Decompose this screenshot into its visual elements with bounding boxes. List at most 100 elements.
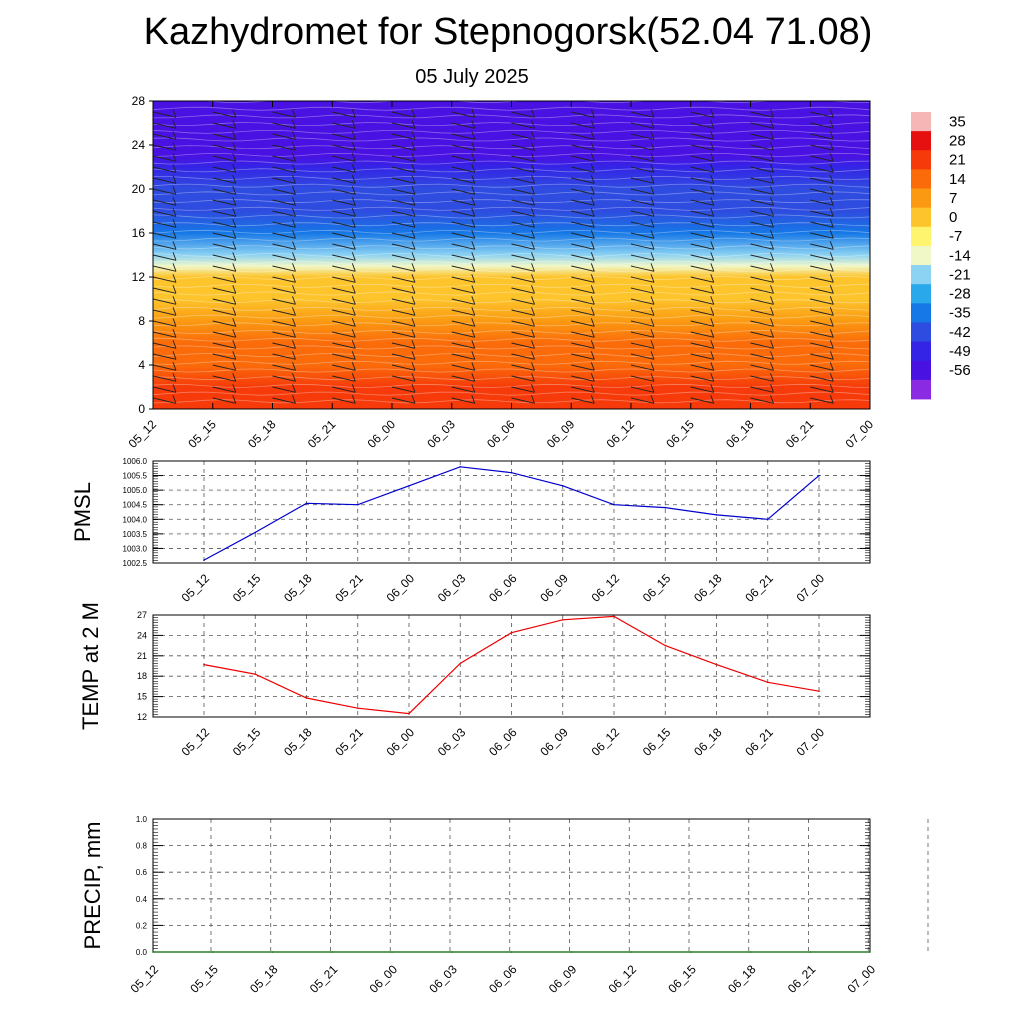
wind-barb — [869, 145, 870, 146]
x-tick-label: 06_18 — [725, 962, 759, 996]
wind-barb-feather — [770, 142, 774, 151]
wind-barb-feather — [292, 131, 296, 140]
wind-barb — [630, 210, 655, 217]
wind-barb — [630, 386, 655, 393]
wind-barb — [391, 232, 416, 239]
wind-barb — [332, 309, 356, 316]
wind-barb-feather — [172, 307, 177, 316]
wind-barb-feather — [890, 296, 893, 304]
data-point — [613, 615, 615, 618]
wind-barb — [153, 166, 177, 173]
wind-barb-feather — [471, 120, 476, 129]
wind-barb — [272, 243, 296, 250]
wind-barb-feather — [890, 175, 893, 183]
wind-barb-feather — [351, 252, 356, 261]
heatmap-x-tick-label: 05_15 — [185, 417, 219, 451]
wind-barb-feather — [829, 296, 834, 305]
wind-barb-feather — [411, 109, 416, 118]
colorbar-box — [911, 303, 931, 323]
contour-line — [153, 376, 870, 381]
wind-barb-feather — [650, 329, 655, 338]
wind-barb — [332, 298, 356, 305]
y-tick-label: 1002.5 — [123, 559, 148, 568]
wind-barb-feather — [292, 252, 296, 261]
y-tick-label: 27 — [137, 610, 147, 620]
wind-barb-feather — [590, 241, 595, 250]
wind-barb-feather — [710, 241, 715, 250]
colorbar-label: -49 — [949, 343, 971, 360]
wind-barb-feather — [351, 373, 356, 382]
wind-barb-feather — [471, 373, 476, 382]
wind-barb — [332, 320, 356, 327]
wind-barb — [451, 320, 475, 327]
wind-barb-feather — [471, 230, 476, 239]
wind-barb — [511, 111, 535, 118]
heatmap-y-tick-label: 12 — [132, 270, 146, 284]
wind-barb-feather — [890, 351, 893, 359]
wind-barb-feather — [471, 219, 476, 228]
wind-barb-feather — [590, 373, 595, 382]
x-tick-label: 06_12 — [589, 571, 623, 605]
wind-barb-feather — [829, 373, 834, 382]
wind-barb — [212, 397, 236, 404]
wind-barb-feather — [232, 285, 237, 294]
wind-barb-feather — [829, 351, 834, 360]
wind-barb-feather — [351, 208, 356, 217]
wind-barb-feather — [411, 131, 416, 140]
wind-barb — [332, 210, 356, 217]
wind-barb — [511, 122, 535, 129]
wind-barb-feather — [351, 175, 356, 184]
wind-barb-feather — [232, 208, 237, 217]
x-tick-label: 06_09 — [546, 962, 580, 996]
x-tick-label: 05_18 — [247, 962, 281, 996]
wind-barb-feather — [531, 186, 535, 195]
wind-barb — [571, 111, 595, 118]
wind-barb-feather — [292, 164, 296, 173]
wind-barb — [690, 364, 714, 371]
wind-barb — [212, 232, 236, 239]
wind-barb — [810, 232, 834, 239]
wind-barb-feather — [411, 164, 416, 173]
wind-barb — [391, 375, 416, 382]
wind-barb-feather — [770, 362, 774, 371]
wind-barb-feather — [411, 384, 416, 393]
contour-line — [153, 291, 870, 296]
wind-barb-feather — [770, 120, 774, 129]
data-point — [331, 951, 334, 953]
wind-barb-feather — [650, 219, 655, 228]
wind-barb — [571, 276, 595, 283]
wind-barb-feather — [292, 274, 296, 283]
wind-barb-feather — [590, 285, 595, 294]
wind-barb-feather — [172, 263, 177, 272]
wind-barb — [332, 243, 356, 250]
wind-barb-feather — [351, 219, 356, 228]
data-point — [510, 631, 513, 634]
wind-barb-feather — [351, 384, 356, 393]
wind-barb-feather — [531, 241, 535, 250]
wind-barb-feather — [710, 318, 715, 327]
wind-barb — [571, 188, 595, 195]
wind-barb — [451, 111, 475, 118]
colorbar-box — [911, 207, 931, 228]
wind-barb — [153, 243, 177, 250]
x-tick-label: 06_09 — [537, 571, 571, 605]
wind-barb — [571, 375, 595, 382]
wind-barb — [391, 122, 416, 129]
wind-barb — [571, 353, 595, 360]
wind-barb-feather — [590, 362, 595, 371]
wind-barb-feather — [590, 384, 595, 393]
wind-barb — [391, 210, 416, 217]
x-tick-label: 05_21 — [332, 725, 366, 759]
wind-barb-feather — [351, 164, 356, 173]
wind-barb — [272, 133, 296, 140]
wind-barb — [451, 309, 475, 316]
wind-barb-feather — [710, 175, 715, 184]
contour-line — [153, 237, 870, 242]
wind-barb — [630, 155, 655, 162]
wind-barb — [750, 254, 774, 261]
wind-barb — [869, 387, 870, 388]
wind-barb — [153, 276, 177, 283]
wind-barb — [451, 276, 475, 283]
wind-barb — [451, 133, 475, 140]
y-tick-label: 1004.5 — [123, 501, 148, 510]
